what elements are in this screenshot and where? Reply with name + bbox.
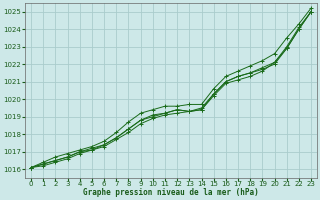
X-axis label: Graphe pression niveau de la mer (hPa): Graphe pression niveau de la mer (hPa) [83,188,259,197]
